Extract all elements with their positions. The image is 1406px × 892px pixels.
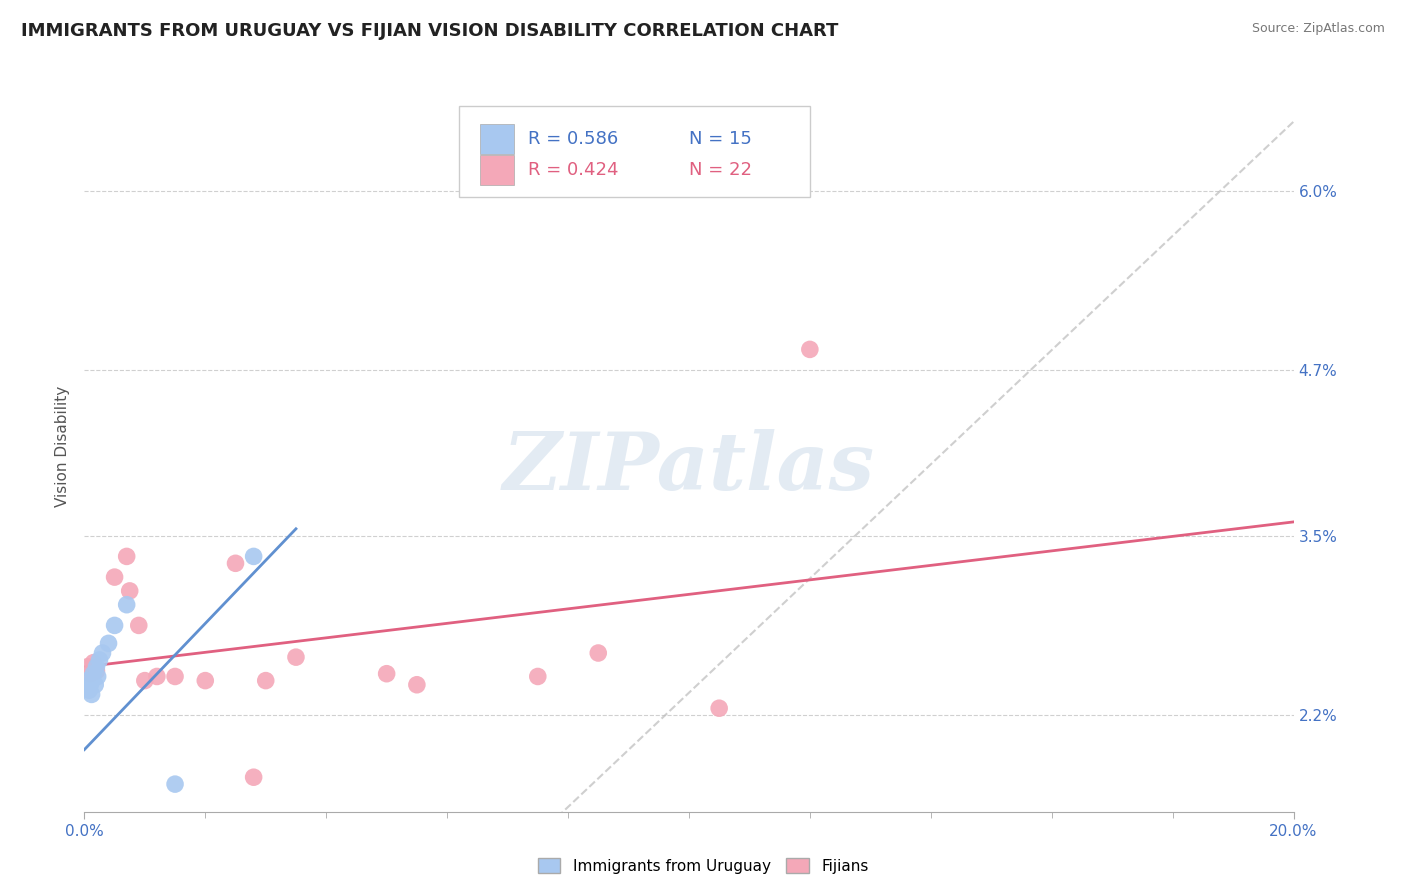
Text: Source: ZipAtlas.com: Source: ZipAtlas.com — [1251, 22, 1385, 36]
Text: IMMIGRANTS FROM URUGUAY VS FIJIAN VISION DISABILITY CORRELATION CHART: IMMIGRANTS FROM URUGUAY VS FIJIAN VISION… — [21, 22, 838, 40]
Point — [76, 660, 98, 674]
Point — [242, 770, 264, 784]
FancyBboxPatch shape — [479, 154, 513, 186]
Text: N = 22: N = 22 — [689, 161, 752, 179]
Point — [134, 673, 156, 688]
Point — [91, 646, 114, 660]
Y-axis label: Vision Disability: Vision Disability — [55, 385, 70, 507]
Text: R = 0.424: R = 0.424 — [529, 161, 619, 179]
Point — [79, 666, 101, 681]
Point — [375, 666, 398, 681]
Point — [165, 669, 187, 683]
Point — [128, 618, 150, 632]
Text: ZIPatlas: ZIPatlas — [503, 429, 875, 507]
Point — [86, 660, 108, 674]
Legend: Immigrants from Uruguay, Fijians: Immigrants from Uruguay, Fijians — [531, 852, 875, 880]
Text: R = 0.586: R = 0.586 — [529, 130, 619, 148]
Point — [527, 669, 550, 683]
Point — [115, 549, 138, 564]
Point — [709, 701, 731, 715]
Point — [406, 678, 429, 692]
Point — [84, 678, 107, 692]
Point — [79, 678, 101, 692]
Point — [86, 669, 108, 683]
Point — [104, 618, 127, 632]
Point — [97, 636, 120, 650]
Point — [799, 343, 821, 357]
Point — [285, 650, 308, 665]
Point — [86, 664, 108, 678]
Point — [76, 673, 98, 688]
Point — [82, 656, 104, 670]
Point — [588, 646, 610, 660]
Point — [89, 653, 111, 667]
Point — [165, 777, 187, 791]
Point — [254, 673, 277, 688]
Point — [77, 683, 100, 698]
Point — [104, 570, 127, 584]
Point — [225, 557, 247, 571]
Point — [194, 673, 217, 688]
Point — [115, 598, 138, 612]
Point — [146, 669, 169, 683]
Point — [80, 687, 103, 701]
Point — [82, 666, 104, 681]
FancyBboxPatch shape — [479, 124, 513, 154]
Point — [118, 583, 141, 598]
Point — [242, 549, 264, 564]
Text: N = 15: N = 15 — [689, 130, 752, 148]
FancyBboxPatch shape — [460, 106, 810, 197]
